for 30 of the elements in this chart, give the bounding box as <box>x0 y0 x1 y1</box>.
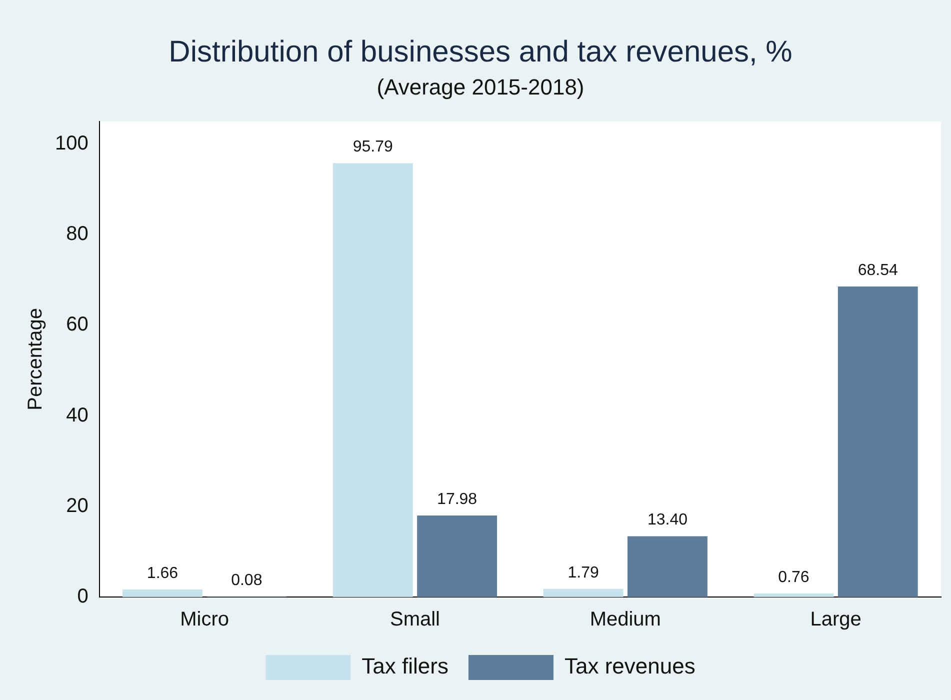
chart-subtitle: (Average 2015-2018) <box>376 74 584 100</box>
bar <box>122 589 202 597</box>
bar <box>838 286 918 597</box>
bar <box>754 594 834 597</box>
data-label: 0.08 <box>231 572 262 590</box>
data-label: 95.79 <box>352 138 394 156</box>
data-label: 13.40 <box>647 512 688 529</box>
y-tick-label: 100 <box>54 132 88 155</box>
bar <box>417 516 498 597</box>
x-tick-label: Medium <box>590 608 661 631</box>
chart-title: Distribution of businesses and tax revenues, % <box>168 35 792 68</box>
x-tick-label: Small <box>390 608 440 631</box>
data-label: 68.54 <box>858 262 898 279</box>
y-axis-title: Percentage <box>24 308 47 410</box>
bar <box>627 536 708 597</box>
y-tick-label: 80 <box>66 223 88 246</box>
x-tick-label: Micro <box>180 608 230 631</box>
bar <box>543 588 624 597</box>
bar <box>332 163 413 597</box>
y-tick-label: 60 <box>66 314 88 336</box>
data-label: 17.98 <box>437 490 478 508</box>
data-label: 1.79 <box>568 564 599 582</box>
data-label: 1.66 <box>146 564 178 582</box>
y-tick-label: 40 <box>66 404 88 426</box>
y-tick-label: 0 <box>77 586 88 608</box>
legend-label: Tax filers <box>362 654 448 679</box>
y-tick-label: 20 <box>66 494 88 517</box>
legend-label: Tax revenues <box>564 654 696 679</box>
data-label: 0.76 <box>778 568 810 586</box>
x-tick-label: Large <box>810 608 862 631</box>
